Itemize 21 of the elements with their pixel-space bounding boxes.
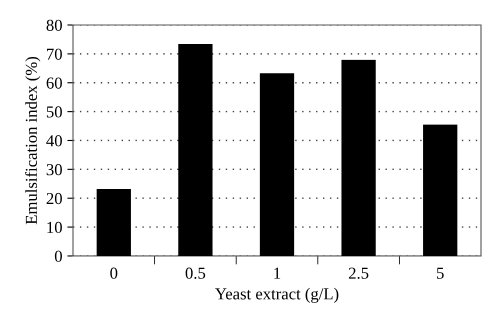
x-axis-title: Yeast extract (g/L) — [215, 288, 338, 303]
y-tick-label: 80 — [46, 20, 62, 31]
x-tick-label: 0 — [110, 268, 118, 279]
x-tick-label: 2.5 — [348, 268, 368, 279]
bar — [423, 124, 458, 256]
bar — [260, 73, 294, 256]
y-tick-label: 40 — [46, 135, 62, 146]
y-tick-label: 20 — [46, 192, 62, 204]
x-tick-label: 1 — [274, 268, 280, 279]
y-tick-label: 30 — [46, 164, 62, 176]
bar — [178, 44, 213, 256]
x-tick-label: 0.5 — [186, 268, 206, 279]
bar — [341, 60, 376, 256]
y-tick-label: 0 — [54, 250, 62, 262]
y-axis-title: Emulsification index (%) — [25, 56, 40, 224]
x-tick-label: 5 — [437, 268, 444, 279]
y-tick-label: 10 — [47, 222, 62, 234]
y-tick-label: 50 — [46, 106, 62, 118]
bar — [96, 188, 131, 256]
y-tick-label: 70 — [47, 48, 62, 60]
y-tick-label: 60 — [46, 77, 62, 89]
